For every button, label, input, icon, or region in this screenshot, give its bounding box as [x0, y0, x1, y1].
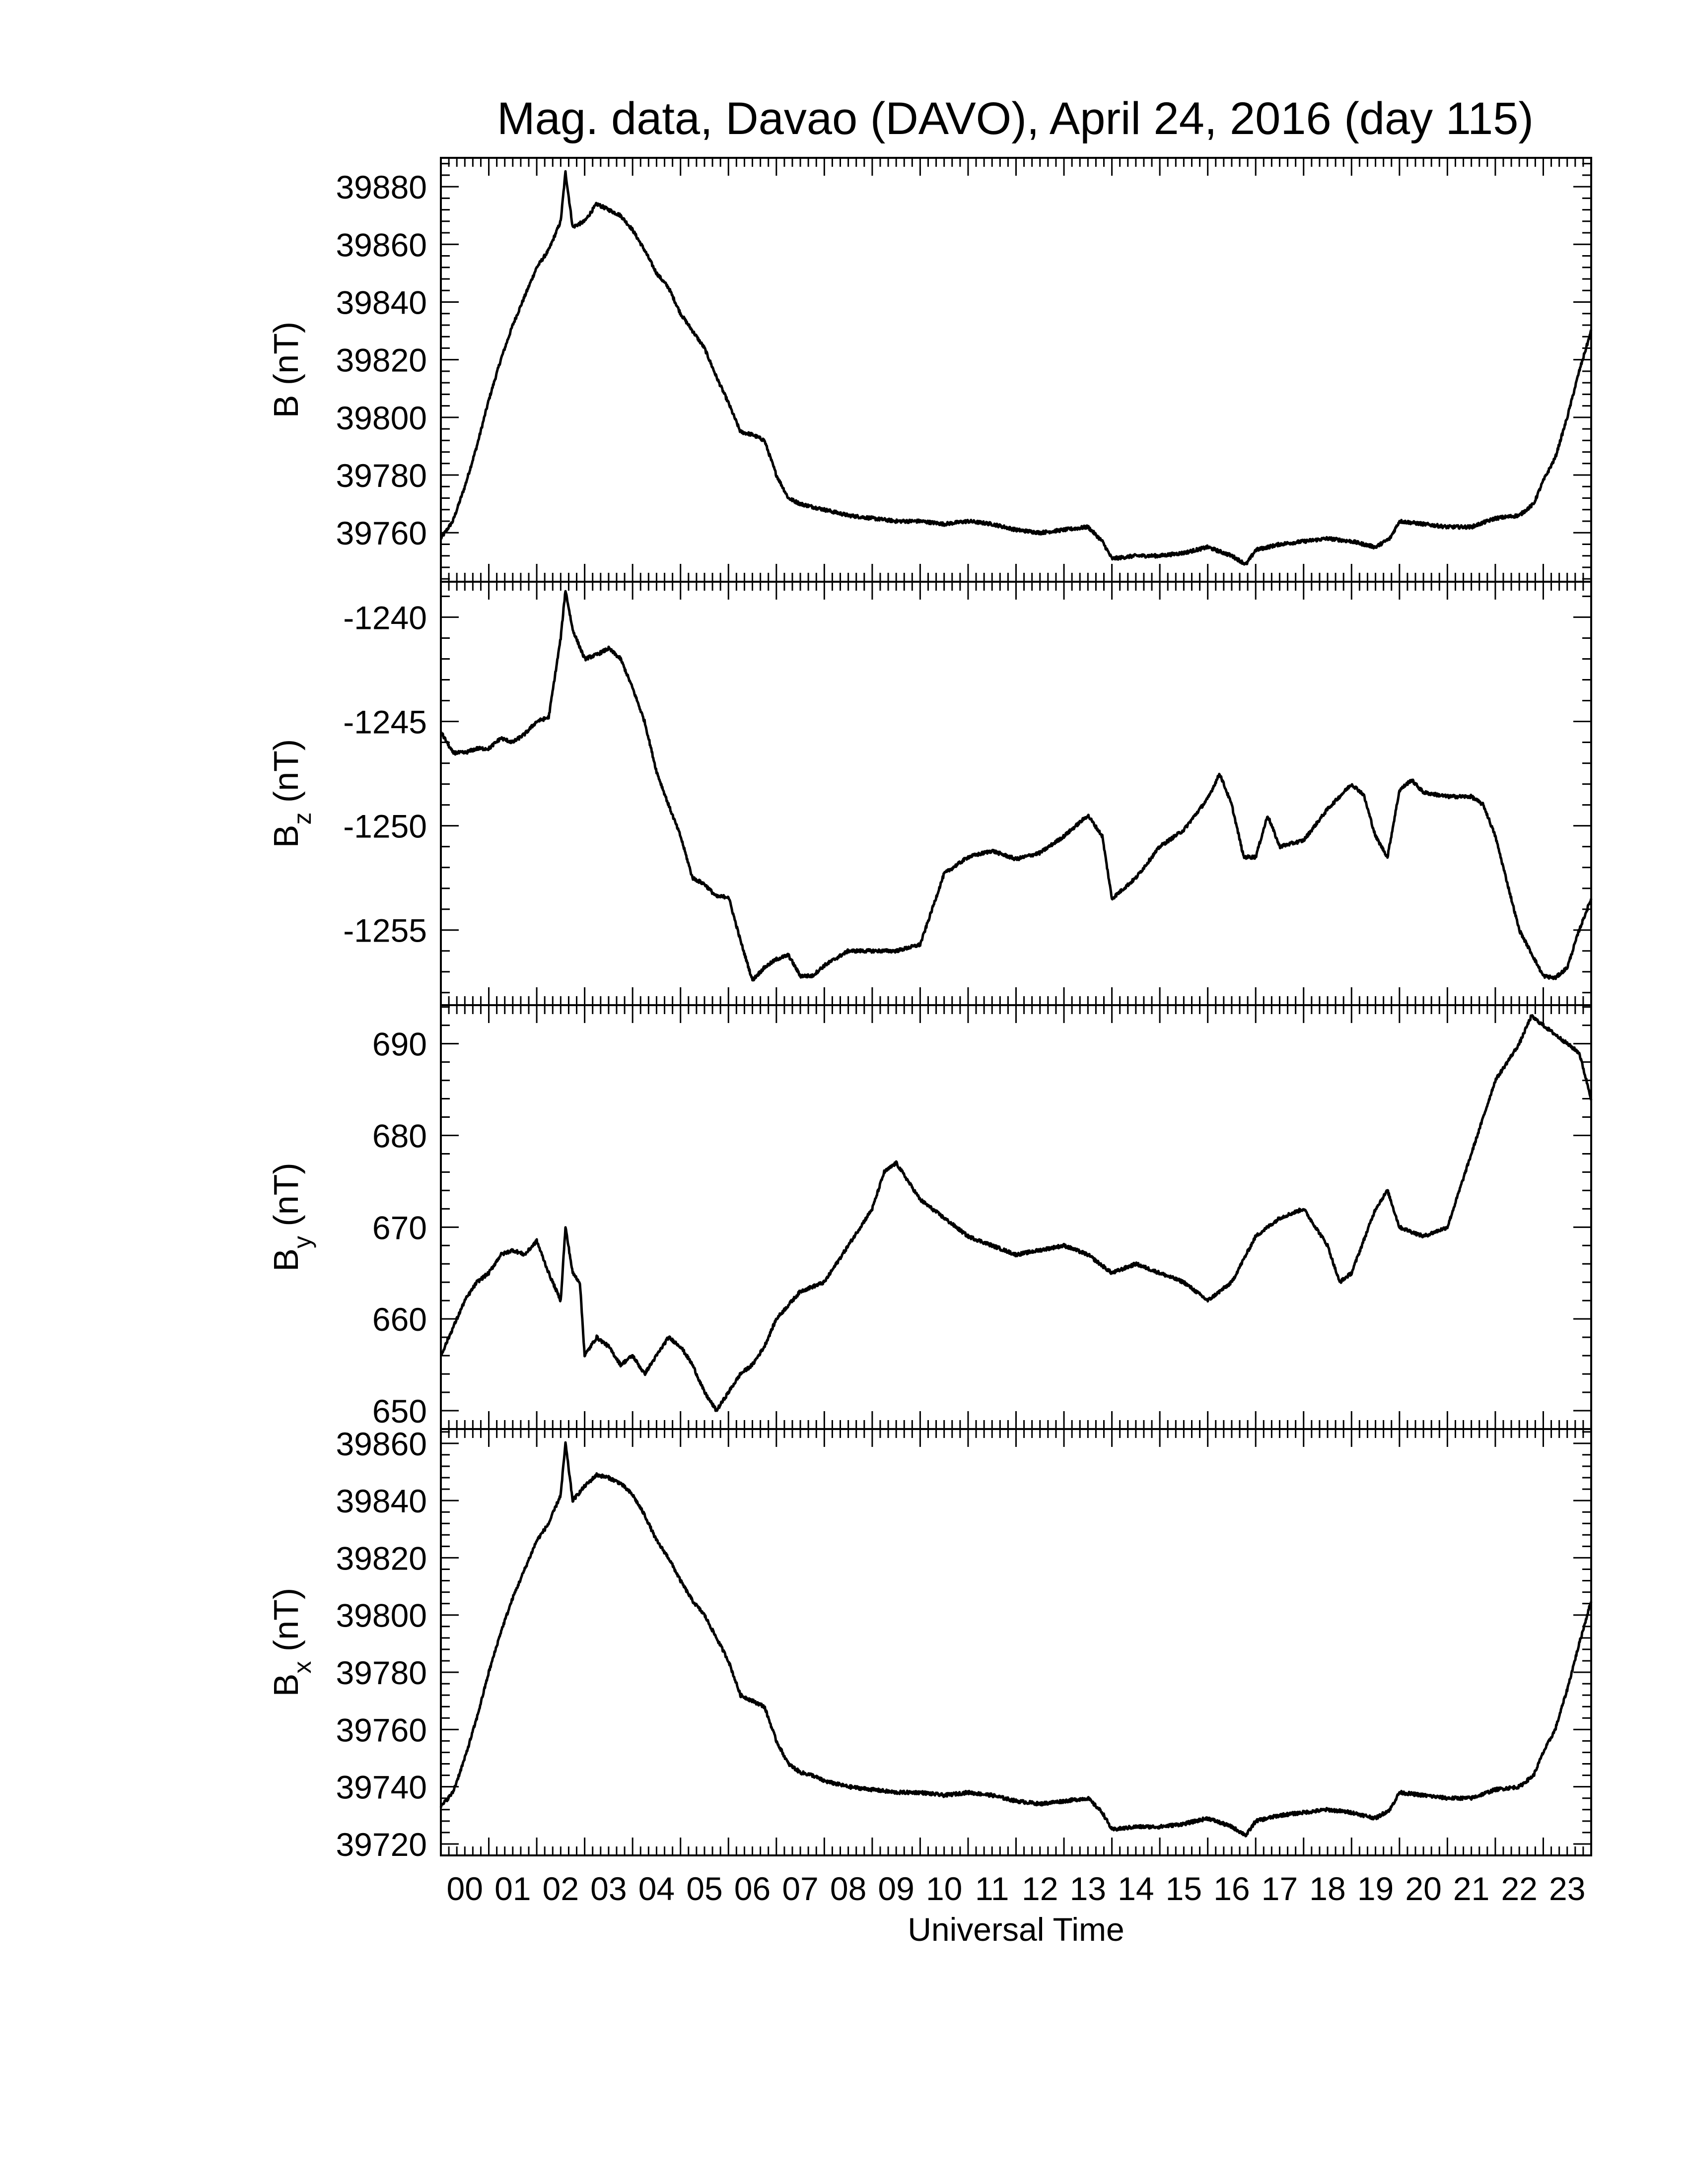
y-tick-label: -1245: [343, 704, 427, 741]
panels: 39760 39780 39800 39820 39840 39860 39880 B (nT…: [267, 157, 1593, 1863]
x-tick-label: 17: [1262, 1870, 1298, 1907]
y-tick-label: 39860: [336, 1426, 427, 1462]
figure-title: Mag. data, Davao (DAVO), April 24, 2016 …: [497, 93, 1534, 144]
x-tick-label: 05: [686, 1870, 722, 1907]
x-axis: 00 01 02 03 04 05 06 07 08 09 10 11 12 13 14 15 16 17 18 19…: [447, 1870, 1586, 1948]
x-tick-label: 08: [830, 1870, 866, 1907]
series-line-4: [439, 1441, 1593, 1838]
y-tick-label: -1250: [343, 808, 427, 845]
y-tick-label: 670: [372, 1209, 427, 1246]
y-tick-label: 39760: [336, 1711, 427, 1748]
y-tick-label: -1240: [343, 599, 427, 636]
y-tick-label: 690: [372, 1026, 427, 1063]
panel-3: 650 660 670 680 690 By (nT): [267, 1004, 1593, 1430]
x-tick-label: 09: [878, 1870, 914, 1907]
y-axis-title-subscript: y: [288, 1236, 316, 1248]
y-axis-title: By (nT): [267, 1162, 316, 1271]
x-tick-label: 06: [734, 1870, 771, 1907]
y-tick-label: 39880: [336, 169, 427, 205]
x-tick-label: 01: [494, 1870, 531, 1907]
y-tick-label: 39800: [336, 400, 427, 436]
x-tick-label: 11: [975, 1870, 1009, 1907]
y-axis-title: B (nT): [267, 322, 305, 418]
y-axis-title-main: B: [267, 825, 305, 848]
y-axis-title-unit: (nT): [267, 1588, 305, 1661]
y-axis-title-main: B: [267, 1674, 305, 1697]
x-tick-label: 00: [447, 1870, 483, 1907]
x-tick-label: 03: [590, 1870, 627, 1907]
x-tick-label: 22: [1501, 1870, 1537, 1907]
x-tick-label: 18: [1309, 1870, 1345, 1907]
y-axis-title-unit: (nT): [267, 1162, 305, 1236]
x-tick-label: 12: [1022, 1870, 1058, 1907]
x-tick-label: 07: [782, 1870, 818, 1907]
x-tick-label: 10: [926, 1870, 962, 1907]
y-axis-title-subscript: x: [288, 1661, 316, 1674]
x-tick-label: 21: [1453, 1870, 1489, 1907]
y-axis-title-main: B: [267, 1248, 305, 1272]
y-tick-label: 39840: [336, 284, 427, 321]
y-tick-label: 39840: [336, 1483, 427, 1519]
x-tick-label: 23: [1549, 1870, 1585, 1907]
y-tick-label: 660: [372, 1301, 427, 1338]
x-tick-label: 20: [1405, 1870, 1441, 1907]
series-line-3: [440, 1014, 1593, 1412]
y-axis-title: Bx (nT): [267, 1588, 316, 1697]
y-axis-title: Bz (nT): [267, 739, 316, 848]
panel-1: 39760 39780 39800 39820 39840 39860 39880 B (nT…: [267, 157, 1593, 583]
panel-2: -1255 -1250 -1245 -1240 Bz (nT): [267, 581, 1593, 1006]
x-axis-title: Universal Time: [908, 1911, 1124, 1948]
x-tick-label: 15: [1166, 1870, 1202, 1907]
y-tick-label: 39720: [336, 1826, 427, 1863]
y-axis-title-subscript: z: [288, 813, 316, 825]
series-line-1: [440, 170, 1593, 566]
x-tick-label: 02: [543, 1870, 579, 1907]
x-tick-label: 04: [638, 1870, 675, 1907]
y-tick-label: 650: [372, 1393, 427, 1430]
y-tick-label: 39820: [336, 342, 427, 379]
x-tick-label: 19: [1357, 1870, 1394, 1907]
y-tick-label: 680: [372, 1117, 427, 1154]
y-tick-label: -1255: [343, 912, 427, 949]
y-tick-label: 39760: [336, 515, 427, 551]
x-tick-label: 14: [1118, 1870, 1154, 1907]
y-axis-title-main: B: [267, 395, 305, 418]
y-tick-label: 39740: [336, 1769, 427, 1806]
y-tick-label: 39820: [336, 1540, 427, 1576]
y-axis-title-unit: (nT): [267, 322, 305, 395]
y-tick-label: 39860: [336, 226, 427, 263]
x-tick-label: 13: [1070, 1870, 1106, 1907]
y-tick-label: 39780: [336, 457, 427, 494]
y-tick-label: 39780: [336, 1654, 427, 1691]
y-axis-title-unit: (nT): [267, 739, 305, 813]
x-tick-label: 16: [1213, 1870, 1250, 1907]
panel-4: 39720 39740 39760 39780 39800 39820 39840 39860…: [267, 1426, 1593, 1863]
y-tick-label: 39800: [336, 1597, 427, 1634]
series-line-2: [440, 590, 1593, 982]
